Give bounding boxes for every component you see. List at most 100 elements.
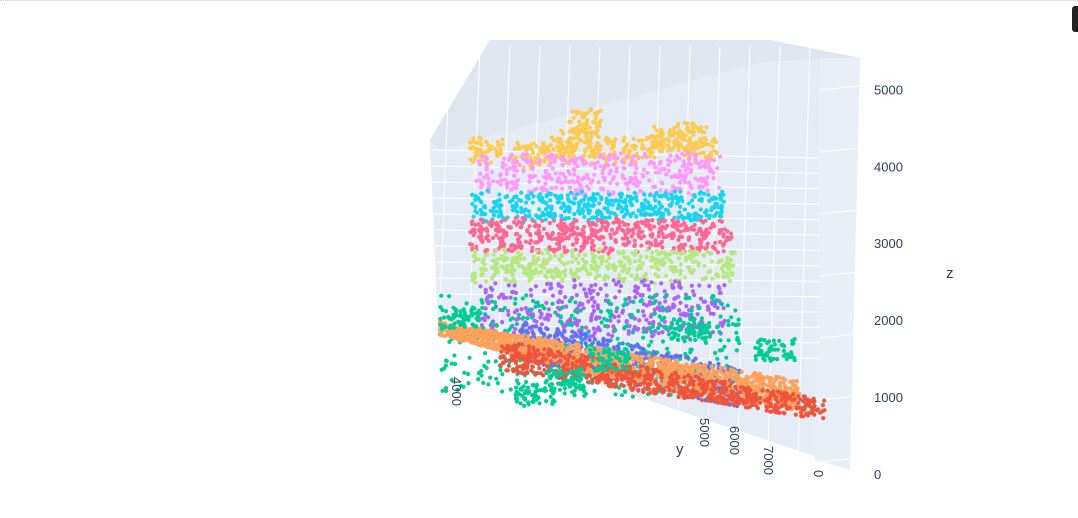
grid-line — [819, 147, 859, 153]
data-point — [692, 292, 697, 298]
data-point — [672, 186, 677, 191]
data-point — [698, 296, 704, 301]
data-point — [673, 158, 678, 163]
data-point — [589, 283, 594, 288]
data-point — [594, 113, 599, 118]
data-point — [514, 336, 519, 341]
data-point — [687, 180, 692, 185]
data-point — [707, 320, 712, 326]
data-point — [658, 241, 663, 246]
data-point — [453, 361, 458, 366]
data-point — [626, 269, 631, 274]
data-point — [602, 206, 607, 211]
data-point — [718, 338, 723, 343]
data-point — [500, 389, 505, 394]
data-point — [497, 192, 502, 197]
data-point — [656, 234, 661, 239]
data-point — [549, 274, 555, 279]
data-point — [683, 296, 689, 301]
side-pane — [815, 58, 860, 470]
data-point — [556, 231, 562, 237]
data-point — [568, 190, 574, 195]
data-point — [641, 329, 646, 334]
data-point — [646, 353, 652, 358]
data-point — [734, 348, 739, 353]
data-point — [686, 264, 691, 269]
grid-line — [819, 85, 859, 91]
data-point — [606, 221, 611, 227]
data-point — [653, 239, 658, 244]
data-point — [478, 330, 483, 335]
data-point — [479, 200, 484, 205]
data-point — [687, 235, 692, 240]
data-point — [514, 222, 519, 227]
data-point — [523, 379, 529, 385]
data-point — [576, 275, 581, 280]
data-point — [572, 196, 578, 201]
data-point — [561, 224, 566, 229]
data-point — [683, 133, 688, 138]
data-point — [687, 295, 692, 301]
data-point — [644, 254, 649, 260]
data-point — [630, 394, 635, 399]
data-point — [485, 345, 490, 350]
data-point — [528, 233, 533, 238]
data-point — [540, 303, 545, 308]
data-point — [529, 147, 534, 152]
data-point — [585, 122, 590, 127]
data-point — [614, 216, 619, 221]
data-point — [721, 232, 726, 237]
data-point — [547, 221, 553, 226]
data-point — [541, 257, 546, 262]
data-point — [652, 352, 658, 357]
data-point — [639, 212, 644, 217]
modebar-edge[interactable] — [1072, 6, 1078, 32]
data-point — [440, 388, 445, 393]
data-point — [504, 278, 509, 283]
data-point — [570, 242, 576, 247]
data-point — [595, 142, 601, 147]
data-point — [563, 175, 568, 180]
data-point — [689, 147, 695, 152]
data-point — [572, 180, 577, 185]
data-point — [514, 244, 519, 249]
data-point — [498, 331, 503, 336]
data-point — [710, 245, 716, 250]
data-point — [547, 245, 552, 250]
data-point — [678, 129, 683, 134]
data-point — [649, 329, 654, 334]
data-point — [699, 244, 704, 249]
data-point — [598, 164, 603, 169]
data-point — [474, 257, 479, 262]
data-point — [537, 308, 543, 314]
data-point — [607, 255, 612, 260]
data-point — [653, 165, 659, 170]
data-point — [523, 213, 528, 219]
data-point — [511, 181, 516, 186]
data-point — [541, 141, 546, 146]
data-point — [669, 192, 674, 197]
data-point — [676, 148, 681, 153]
grid-line — [497, 45, 511, 377]
data-point — [478, 171, 483, 176]
data-point — [486, 359, 491, 364]
data-point — [459, 337, 465, 342]
data-point — [490, 339, 495, 344]
data-point — [583, 194, 588, 199]
data-point — [533, 284, 539, 289]
data-point — [576, 205, 582, 210]
data-point — [671, 231, 676, 236]
data-point — [529, 315, 535, 320]
data-point — [524, 266, 529, 271]
data-point — [691, 250, 696, 255]
data-point — [713, 140, 719, 145]
data-point — [630, 330, 636, 335]
data-point — [649, 339, 654, 344]
data-point — [543, 181, 548, 186]
data-point — [587, 236, 592, 241]
data-point — [677, 210, 682, 215]
data-point — [481, 257, 486, 262]
data-point — [466, 381, 471, 386]
data-point — [667, 233, 672, 238]
